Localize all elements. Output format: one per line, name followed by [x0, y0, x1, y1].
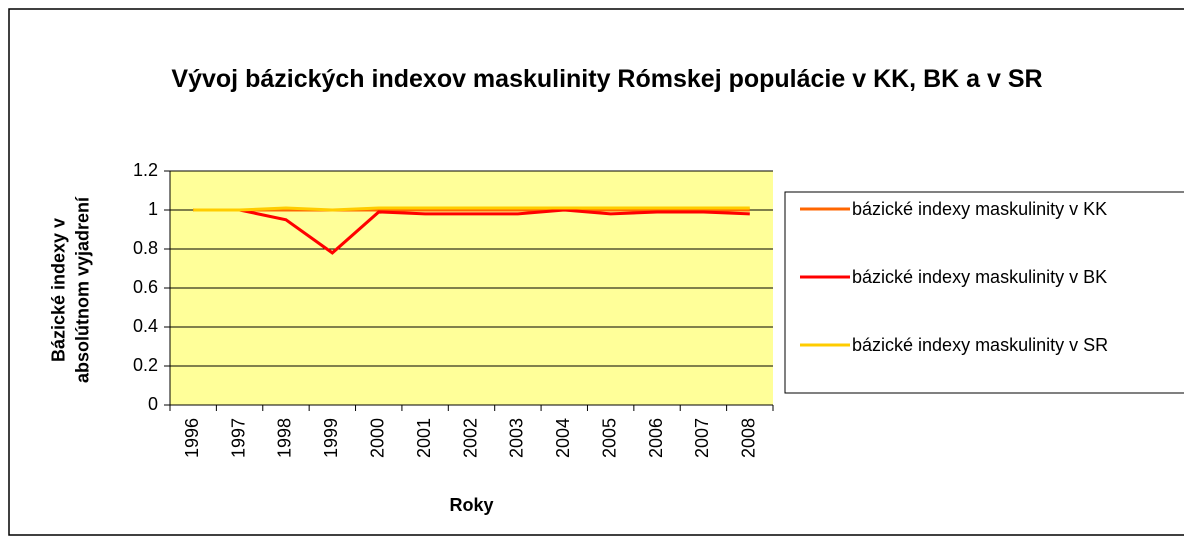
- series-line: [193, 206, 750, 212]
- x-tick-label: 2001: [414, 418, 434, 458]
- series-line: [193, 208, 750, 255]
- x-tick-label: 1996: [182, 418, 202, 458]
- y-tick-label: 1.2: [133, 160, 158, 180]
- x-tick-label: 2003: [507, 418, 527, 458]
- y-tick-label: 0.2: [133, 355, 158, 375]
- x-tick-label: 1999: [321, 418, 341, 458]
- legend-box: [784, 191, 1184, 394]
- x-tick-label: 2004: [553, 418, 573, 458]
- y-tick-label: 0.8: [133, 238, 158, 258]
- x-axis-title: Roky: [449, 495, 493, 515]
- x-tick-label: 2000: [367, 418, 387, 458]
- x-tick-label: 2005: [599, 418, 619, 458]
- y-tick-label: 0.4: [133, 316, 158, 336]
- chart-title: Vývoj bázických indexov maskulinity Róms…: [171, 65, 1043, 93]
- legend-label: bázické indexy maskulinity v KK: [852, 199, 1108, 219]
- y-tick-label: 0.6: [133, 277, 158, 297]
- y-tick-label: 1: [148, 199, 158, 219]
- legend-label: bázické indexy maskulinity v SR: [852, 335, 1109, 355]
- x-tick-label: 1998: [275, 418, 295, 458]
- y-axis-title: Bázické indexy v absolútnom vyjadrení: [48, 196, 93, 384]
- x-tick-label: 2006: [646, 418, 666, 458]
- x-tick-label: 2007: [692, 418, 712, 458]
- legend-label: bázické indexy maskulinity v BK: [852, 267, 1108, 287]
- x-tick-label: 1997: [228, 418, 248, 458]
- x-tick-label: 2008: [739, 418, 759, 458]
- x-tick-label: 2002: [460, 418, 480, 458]
- y-tick-label: 0: [148, 394, 158, 414]
